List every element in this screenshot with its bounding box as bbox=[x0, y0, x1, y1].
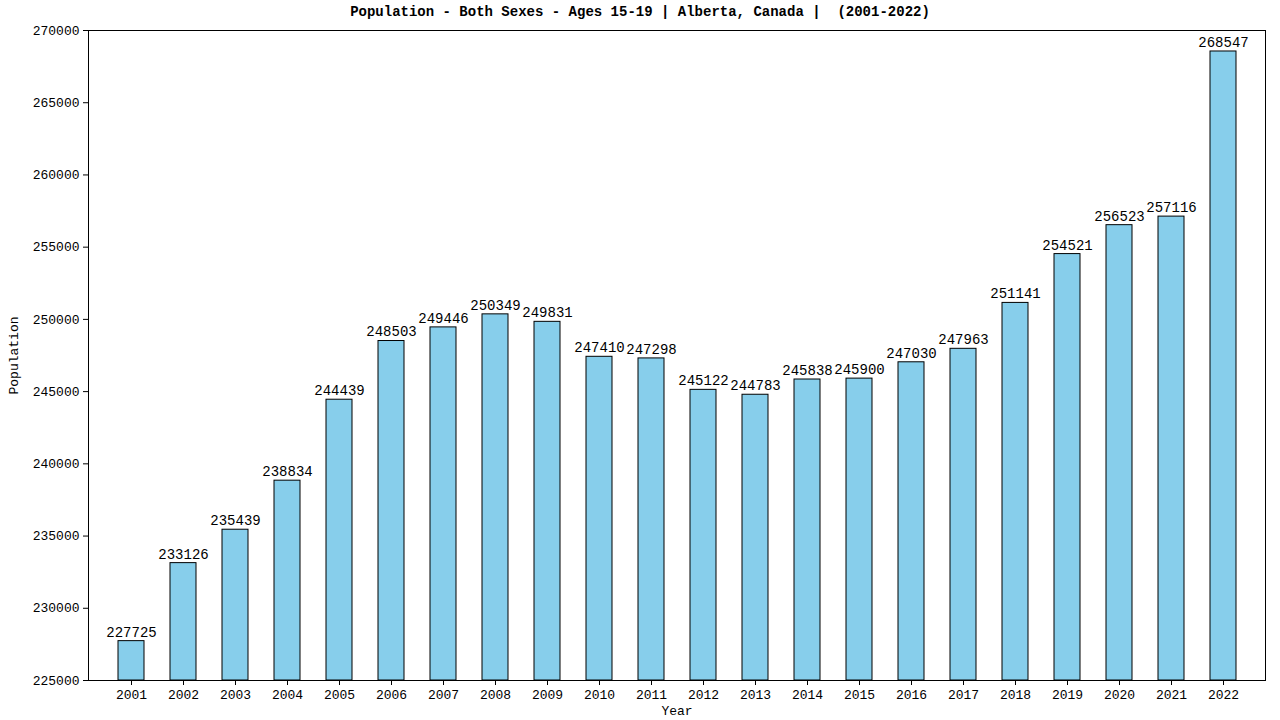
svg-text:247030: 247030 bbox=[886, 346, 936, 362]
svg-text:2005: 2005 bbox=[324, 688, 355, 703]
svg-text:2014: 2014 bbox=[792, 688, 823, 703]
svg-text:2010: 2010 bbox=[584, 688, 615, 703]
svg-text:265000: 265000 bbox=[33, 96, 80, 111]
svg-text:247298: 247298 bbox=[626, 342, 676, 358]
svg-text:2015: 2015 bbox=[844, 688, 875, 703]
svg-text:2001: 2001 bbox=[116, 688, 147, 703]
svg-text:256523: 256523 bbox=[1094, 209, 1144, 225]
svg-text:257116: 257116 bbox=[1146, 200, 1196, 216]
svg-text:268547: 268547 bbox=[1198, 35, 1248, 51]
svg-text:250349: 250349 bbox=[470, 298, 520, 314]
svg-text:250000: 250000 bbox=[33, 313, 80, 328]
svg-text:235000: 235000 bbox=[33, 529, 80, 544]
svg-text:227725: 227725 bbox=[106, 625, 156, 641]
svg-text:2017: 2017 bbox=[948, 688, 979, 703]
svg-text:Year: Year bbox=[661, 704, 692, 719]
svg-text:244439: 244439 bbox=[314, 383, 364, 399]
svg-text:2012: 2012 bbox=[688, 688, 719, 703]
html-text:Population - Both Sexes - Ages: Population - Both Sexes - Ages 15-19 | A… bbox=[350, 4, 930, 20]
svg-text:2013: 2013 bbox=[740, 688, 771, 703]
svg-text:2006: 2006 bbox=[376, 688, 407, 703]
svg-text:245838: 245838 bbox=[782, 363, 832, 379]
svg-text:230000: 230000 bbox=[33, 601, 80, 616]
svg-text:2004: 2004 bbox=[272, 688, 303, 703]
svg-text:Population: Population bbox=[7, 316, 22, 394]
svg-text:251141: 251141 bbox=[990, 286, 1040, 302]
svg-text:2021: 2021 bbox=[1156, 688, 1187, 703]
svg-text:249446: 249446 bbox=[418, 311, 468, 327]
svg-text:245122: 245122 bbox=[678, 373, 728, 389]
svg-text:2019: 2019 bbox=[1052, 688, 1083, 703]
svg-text:225000: 225000 bbox=[33, 674, 80, 689]
svg-text:2018: 2018 bbox=[1000, 688, 1031, 703]
svg-text:270000: 270000 bbox=[33, 24, 80, 39]
svg-text:238834: 238834 bbox=[262, 464, 312, 480]
svg-text:2016: 2016 bbox=[896, 688, 927, 703]
svg-text:235439: 235439 bbox=[210, 513, 260, 529]
svg-text:2020: 2020 bbox=[1104, 688, 1135, 703]
svg-text:240000: 240000 bbox=[33, 457, 80, 472]
svg-text:2008: 2008 bbox=[480, 688, 511, 703]
svg-text:260000: 260000 bbox=[33, 168, 80, 183]
svg-text:233126: 233126 bbox=[158, 547, 208, 563]
svg-text:2011: 2011 bbox=[636, 688, 667, 703]
svg-text:245900: 245900 bbox=[834, 362, 884, 378]
svg-text:2009: 2009 bbox=[532, 688, 563, 703]
svg-text:247410: 247410 bbox=[574, 340, 624, 356]
svg-text:2003: 2003 bbox=[220, 688, 251, 703]
svg-text:244783: 244783 bbox=[730, 378, 780, 394]
svg-text:2002: 2002 bbox=[168, 688, 199, 703]
svg-text:255000: 255000 bbox=[33, 240, 80, 255]
svg-text:247963: 247963 bbox=[938, 332, 988, 348]
svg-text:249831: 249831 bbox=[522, 305, 572, 321]
svg-text:248503: 248503 bbox=[366, 324, 416, 340]
svg-text:254521: 254521 bbox=[1042, 238, 1092, 254]
svg-text:2007: 2007 bbox=[428, 688, 459, 703]
svg-text:245000: 245000 bbox=[33, 385, 80, 400]
svg-text:2022: 2022 bbox=[1208, 688, 1239, 703]
